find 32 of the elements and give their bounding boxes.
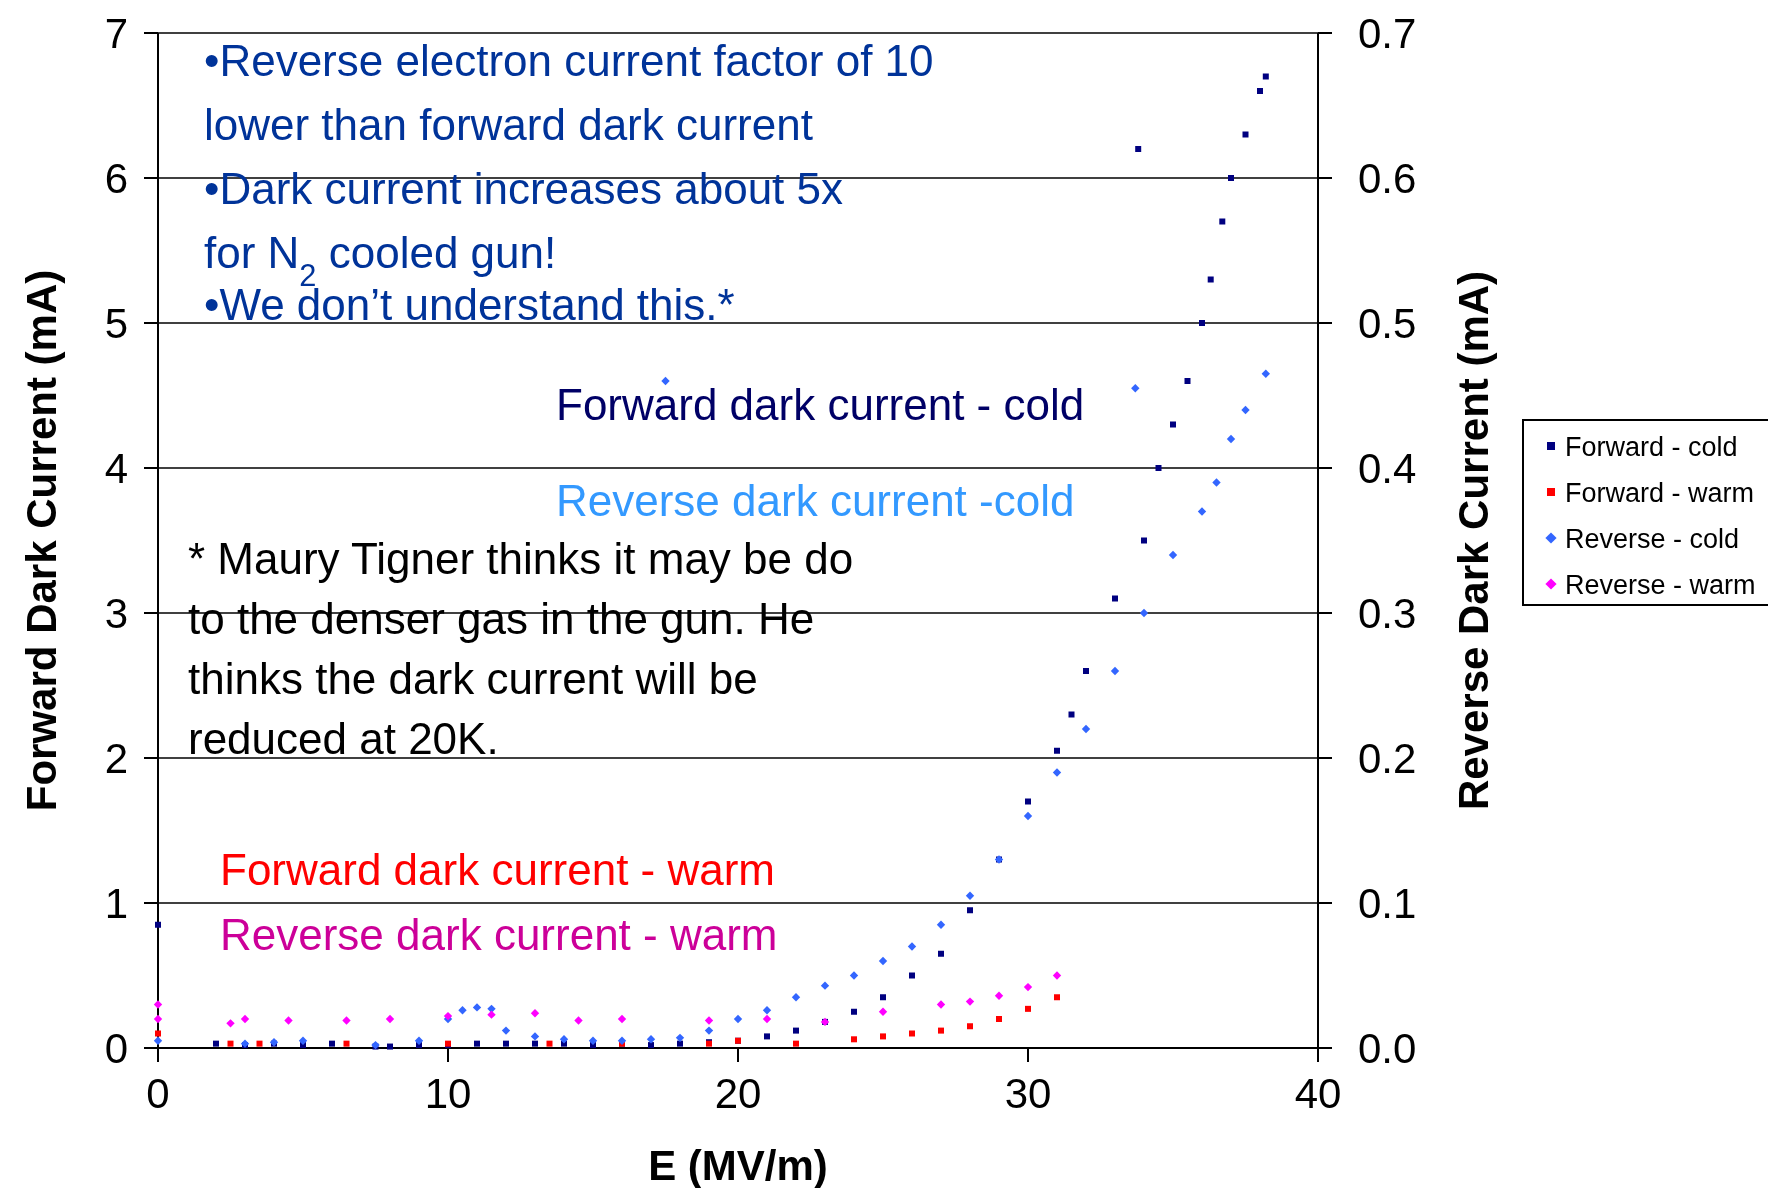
annotation: Forward dark current - warm: [220, 845, 776, 894]
x-tick-label: 10: [424, 1070, 472, 1117]
y2-tick-label: 0.7: [1358, 10, 1417, 57]
y2-tick-label: 0.2: [1358, 735, 1417, 782]
legend-label: Forward - warm: [1565, 478, 1755, 508]
annotation: Forward dark current - cold: [556, 380, 1085, 429]
y-tick-label: 1: [104, 880, 128, 927]
y-tick-label: 7: [104, 10, 128, 57]
x-tick-label: 40: [1294, 1070, 1342, 1117]
annotation: •Reverse electron current factor of 10 lower than forward dark current: [204, 36, 934, 149]
annotation: Reverse dark current - warm: [220, 910, 778, 959]
legend-label: Reverse - warm: [1565, 570, 1756, 600]
y-axis-title: Forward Dark Current (mA): [18, 269, 65, 812]
y2-tick-label: 0.0: [1358, 1025, 1417, 1072]
y2-tick-label: 0.3: [1358, 590, 1417, 637]
x-tick-label: 20: [714, 1070, 762, 1117]
x-tick-label: 30: [1004, 1070, 1052, 1117]
x-tick-label: 0: [146, 1070, 170, 1117]
y-tick-label: 5: [104, 300, 128, 347]
y-tick-label: 6: [104, 155, 128, 202]
y2-tick-label: 0.4: [1358, 445, 1417, 492]
y-tick-label: 4: [104, 445, 128, 492]
y2-tick-label: 0.6: [1358, 155, 1417, 202]
y2-axis-title: Reverse Dark Current (mA): [1450, 270, 1497, 811]
y-tick-label: 3: [104, 590, 128, 637]
y-tick-label: 2: [104, 735, 128, 782]
legend-label: Forward - cold: [1565, 432, 1738, 462]
annotation: Reverse dark current -cold: [556, 476, 1075, 525]
y-tick-label: 0: [104, 1025, 128, 1072]
y2-tick-label: 0.1: [1358, 880, 1417, 927]
legend-label: Reverse - cold: [1565, 524, 1740, 554]
y2-tick-label: 0.5: [1358, 300, 1417, 347]
